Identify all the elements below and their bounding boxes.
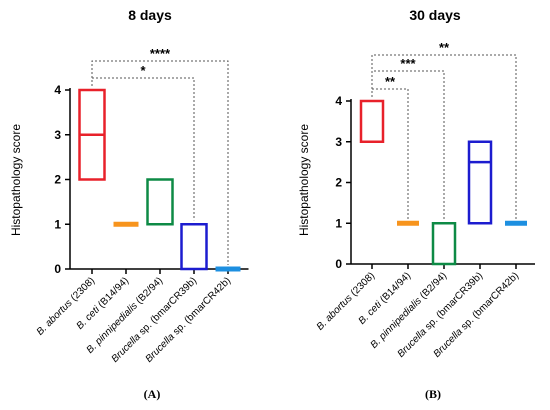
panel-label: (A) bbox=[144, 387, 161, 401]
category-label-normal: (2308) bbox=[347, 270, 377, 300]
bar bbox=[505, 220, 527, 226]
panel-b: 30 days Histopathology score 0 1 2 3 4 B. abort… bbox=[297, 7, 535, 401]
category-label-italic: Brucella bbox=[432, 326, 466, 360]
bar bbox=[146, 178, 174, 226]
bar bbox=[359, 99, 385, 143]
category-label-italic: Brucella bbox=[110, 331, 144, 365]
y-tick-label: 0 bbox=[54, 262, 61, 276]
category-label-italic: B. abortus bbox=[315, 293, 355, 333]
y-axis-label: Histopathology score bbox=[9, 124, 23, 236]
panel-label: (B) bbox=[425, 387, 441, 401]
y-tick-label: 4 bbox=[54, 83, 61, 97]
y-tick-label: 1 bbox=[54, 217, 61, 231]
bar bbox=[113, 221, 139, 227]
category-label-italic: Brucella bbox=[396, 326, 430, 360]
significance-label: * bbox=[140, 63, 146, 78]
y-tick-label: 2 bbox=[335, 176, 342, 190]
chart-title: 8 days bbox=[128, 7, 172, 23]
category-label-normal: (B2/94) bbox=[416, 270, 449, 303]
bar bbox=[431, 222, 457, 266]
significance-bracket bbox=[371, 88, 409, 220]
y-tick-label: 3 bbox=[54, 128, 61, 142]
category-label-normal: (2308) bbox=[67, 275, 97, 305]
y-axis-label: Histopathology score bbox=[297, 124, 311, 236]
significance-label: **** bbox=[150, 46, 171, 61]
y-tick-label: 3 bbox=[335, 135, 342, 149]
bar bbox=[215, 266, 241, 272]
significance-label: ** bbox=[439, 40, 450, 55]
panel-a: 8 days Histopathology score 0 1 2 3 4 B. abortu… bbox=[9, 7, 249, 401]
category-label-normal: (B14/94) bbox=[376, 270, 413, 307]
category-label-italic: Brucella bbox=[144, 331, 178, 365]
bar bbox=[180, 223, 208, 271]
category-label-normal: sp. (bmarCR42b) bbox=[169, 275, 233, 339]
significance-label: *** bbox=[400, 56, 416, 71]
y-tick-label: 1 bbox=[335, 216, 342, 230]
category-label-normal: sp. (bmarCR39b) bbox=[135, 275, 199, 339]
y-tick-label: 0 bbox=[335, 257, 342, 271]
bar bbox=[467, 140, 493, 225]
category-label: B. abortus (2308) bbox=[35, 275, 97, 337]
significance-label: ** bbox=[385, 74, 396, 89]
category-label-normal: (B2/94) bbox=[132, 275, 165, 308]
chart-title: 30 days bbox=[409, 7, 461, 23]
significance-bracket bbox=[91, 60, 229, 265]
y-tick-label: 4 bbox=[335, 94, 342, 108]
significance-bracket bbox=[91, 77, 195, 221]
category-label-italic: B. abortus bbox=[35, 298, 75, 338]
bar bbox=[397, 220, 419, 226]
significance-bracket bbox=[371, 54, 517, 220]
y-tick-label: 2 bbox=[54, 173, 61, 187]
